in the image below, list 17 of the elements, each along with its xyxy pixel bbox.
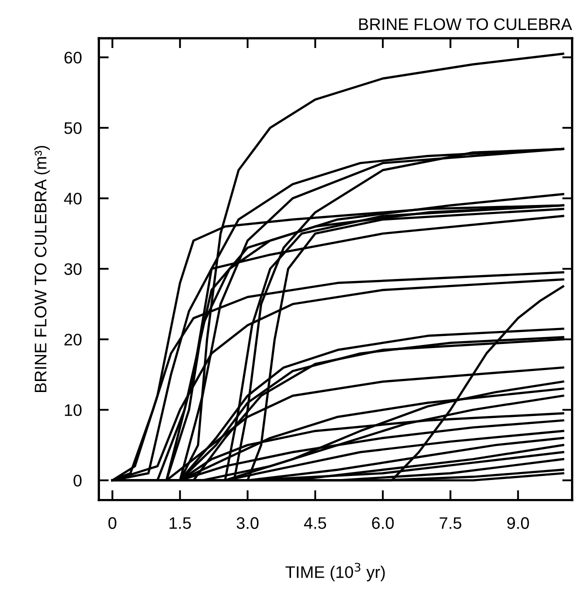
chart-title: BRINE FLOW TO CULEBRA bbox=[359, 18, 572, 30]
y-tick-label: 30 bbox=[64, 263, 82, 276]
x-tick-label: 4.5 bbox=[304, 517, 326, 529]
x-tick-label: 0 bbox=[108, 517, 116, 529]
x-tick-label: 7.5 bbox=[440, 517, 462, 529]
y-tick-label: 60 bbox=[64, 52, 82, 64]
x-tick-label: 6.0 bbox=[372, 517, 394, 529]
y-tick-label: 20 bbox=[64, 334, 82, 346]
y-tick-label: 10 bbox=[64, 404, 82, 416]
y-tick-label: 40 bbox=[64, 192, 82, 205]
y-tick-label: 50 bbox=[64, 122, 82, 134]
x-tick-label: 3.0 bbox=[236, 517, 259, 529]
x-axis-title: TIME (10$^{3}$ yr) bbox=[286, 562, 385, 582]
x-tick-label: 9.0 bbox=[507, 517, 529, 529]
x-tick-label: 1.5 bbox=[170, 517, 191, 529]
y-tick-label: 0 bbox=[74, 474, 82, 487]
y-axis-title: BRINE FLOW TO CULEBRA (m³) bbox=[34, 146, 50, 392]
